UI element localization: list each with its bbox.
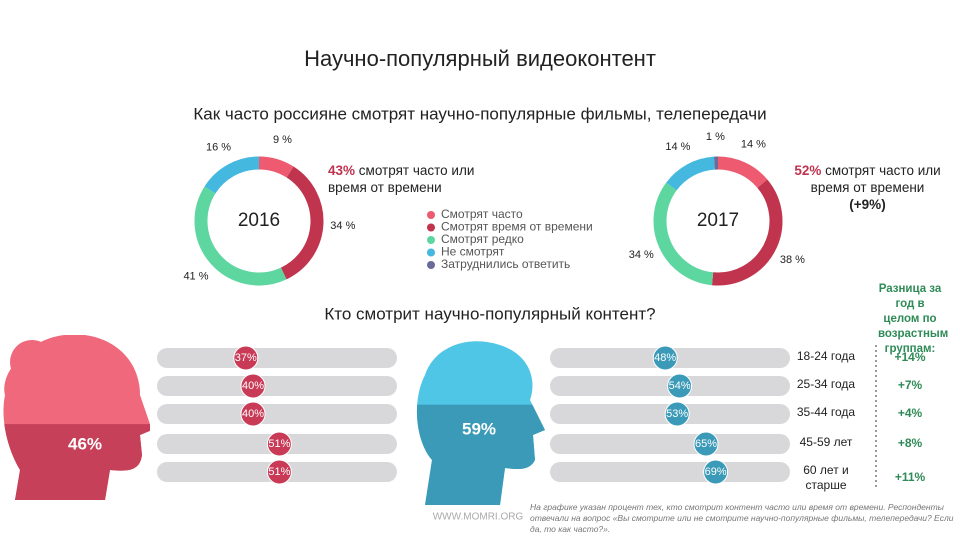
legend-label: Смотрят редко	[441, 232, 524, 246]
dot	[240, 401, 266, 427]
diff-title: Разница за год в целом по возрастным гру…	[878, 283, 949, 355]
dot-label: 40%	[242, 380, 264, 392]
dot-label: 65%	[695, 438, 717, 450]
change: (+9%)	[849, 197, 886, 212]
legend-label: Не смотрят	[441, 245, 505, 259]
legend-swatch	[427, 223, 435, 232]
track	[157, 376, 397, 396]
donut-segment	[258, 156, 294, 178]
donut-segment	[280, 166, 324, 280]
donut-segment	[711, 179, 783, 286]
head-total: 59%	[462, 419, 496, 438]
legend-swatch	[427, 261, 435, 269]
dot-label: 51%	[268, 438, 290, 450]
head-total: 46%	[68, 434, 102, 453]
value-label: 34 %	[629, 249, 654, 261]
donut-segment	[204, 156, 260, 194]
value-label: 16 %	[206, 141, 231, 153]
diff-label: +11%	[894, 470, 926, 484]
note: смотрят часто или время от времени	[810, 163, 941, 195]
dot	[652, 345, 678, 371]
age-label: 60 лет и старше	[803, 463, 849, 492]
value-label: 14 %	[741, 139, 766, 151]
dot-label: 51%	[268, 466, 290, 478]
track	[157, 348, 397, 368]
dot	[667, 373, 693, 399]
diff-label: +7%	[897, 378, 923, 392]
track	[550, 434, 790, 454]
dot-label: 48%	[654, 352, 676, 364]
subtitle: Как часто россияне смотрят научно-популя…	[193, 104, 766, 123]
donut-segment	[717, 156, 768, 189]
donut-segment	[194, 186, 287, 286]
main-title: Научно-популярный видеоконтент	[304, 46, 656, 71]
legend-label: Смотрят часто	[441, 207, 523, 221]
legend-label: Затруднились ответить	[441, 257, 570, 271]
head	[3, 335, 150, 500]
dot-label: 37%	[235, 352, 257, 364]
value-label: 34 %	[330, 220, 355, 232]
legend-label: Смотрят время от времени	[441, 220, 593, 234]
diff-label: +14%	[894, 350, 926, 364]
dot	[266, 459, 292, 485]
highlight: 43%	[328, 163, 356, 178]
annotation: 43% смотрят часто или время от времени	[328, 162, 478, 196]
source: WWW.MOMRI.ORG	[433, 512, 524, 523]
dot	[664, 401, 690, 427]
age-label: 35-44 года	[796, 405, 856, 419]
donut-segment	[666, 156, 716, 191]
note: смотрят часто или время от времени	[328, 163, 475, 195]
track	[550, 462, 790, 482]
dot-label: 53%	[666, 408, 688, 420]
age-label: 18-24 года	[796, 349, 856, 363]
value-label: 14 %	[665, 141, 690, 153]
dot	[240, 373, 266, 399]
dot-label: 40%	[242, 408, 264, 420]
diff-label: +8%	[897, 436, 923, 450]
footnote: На графике указан процент тех, кто смотр…	[530, 502, 954, 534]
diff-label: +4%	[897, 406, 923, 420]
value-label: 38 %	[780, 254, 805, 266]
highlight: 52%	[794, 163, 822, 178]
donut-segment	[653, 182, 714, 286]
legend-swatch	[427, 236, 435, 244]
dot-label: 54%	[669, 380, 691, 392]
donut-center: 2016	[238, 210, 280, 231]
track	[157, 404, 397, 424]
dot	[703, 459, 729, 485]
value-label: 1 %	[706, 131, 725, 143]
dot	[266, 431, 292, 457]
age-label: 25-34 года	[796, 377, 856, 391]
age-label: 45-59 лет	[799, 435, 853, 449]
value-label: 9 %	[273, 134, 292, 146]
section-title: Кто смотрит научно-популярный контент?	[324, 304, 655, 323]
legend-swatch	[427, 211, 435, 219]
legend-swatch	[427, 248, 435, 257]
dot-label: 69%	[705, 466, 727, 478]
value-label: 41 %	[183, 270, 208, 282]
donut-center: 2017	[697, 210, 739, 231]
annotation: 52% смотрят часто или время от времени (+…	[790, 162, 945, 213]
dot	[233, 345, 259, 371]
dot	[693, 431, 719, 457]
